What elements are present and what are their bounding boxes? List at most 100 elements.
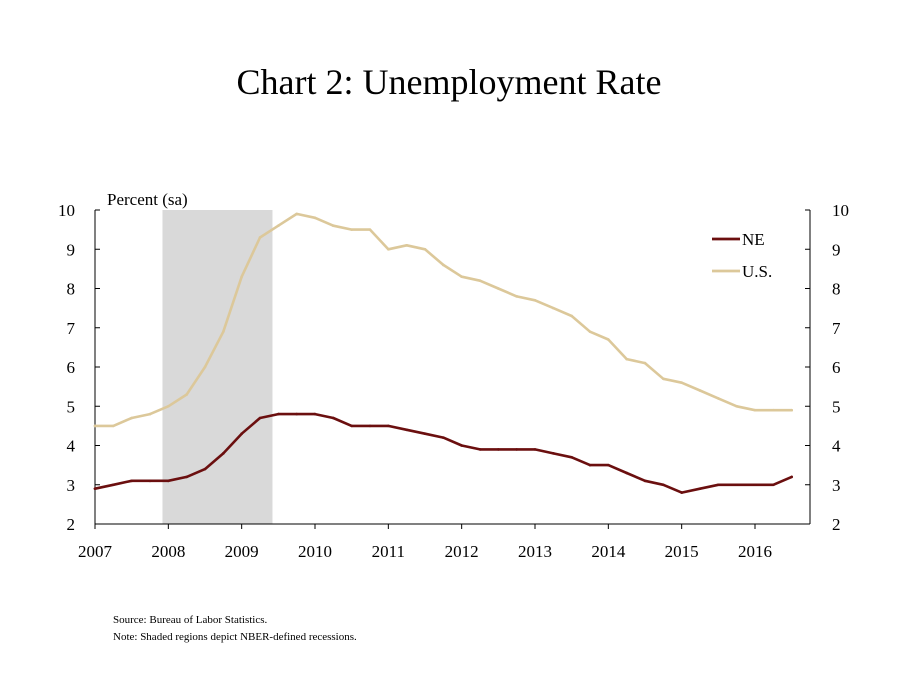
series-0-point-16 [387,424,390,428]
x-tick-label-2009: 2009 [225,542,259,561]
series-1-point-10 [277,224,280,227]
series-0-point-5 [185,475,188,479]
series-1-point-26 [570,314,573,318]
series-1-point-1 [112,424,115,428]
series-1-point-12 [313,216,317,220]
series-1-point-36 [753,408,757,412]
y-tick-label-left-3: 3 [67,476,76,495]
series-1-point-8 [240,275,243,279]
y-tick-label-right-9: 9 [832,240,841,259]
series-0-point-37 [772,483,775,487]
series-0-point-20 [460,444,463,447]
series-1-point-29 [625,357,628,361]
series-1-point-2 [130,416,133,420]
series-0-point-1 [112,483,115,487]
y-tick-label-right-5: 5 [832,397,841,416]
series-0-point-38 [790,475,793,479]
series-0-point-23 [515,448,518,451]
series-0-point-3 [148,479,152,483]
series-0-point-13 [332,416,335,420]
series-1-point-14 [350,228,353,231]
series-0-point-35 [735,483,738,487]
series-1-point-38 [790,408,793,412]
series-0-point-9 [258,416,262,420]
series-1-point-4 [167,404,170,408]
y-tick-label-right-10: 10 [832,201,849,220]
y-tick-label-right-7: 7 [832,319,841,338]
series-0-point-7 [222,452,225,455]
series-1-point-21 [478,279,482,282]
series-0-point-36 [753,483,757,487]
series-1-point-34 [717,397,720,400]
series-1-point-15 [368,228,372,231]
legend-label-0: NE [742,230,765,249]
y-tick-label-left-7: 7 [67,319,76,338]
y-tick-label-right-4: 4 [832,437,841,456]
x-tick-label-2012: 2012 [445,542,479,561]
series-1-point-0 [93,424,97,428]
series-0-point-33 [698,487,702,490]
series-1-point-17 [405,244,408,247]
series-1-point-31 [662,377,665,381]
y-tick-label-left-9: 9 [67,240,76,259]
y-tick-label-left-5: 5 [67,397,76,416]
y-axis-label: Percent (sa) [107,190,188,209]
series-1-point-13 [332,224,335,227]
series-1-point-32 [680,381,683,385]
series-0-point-10 [277,412,280,416]
series-1-point-28 [607,338,610,341]
series-0-point-31 [662,483,665,487]
x-tick-label-2014: 2014 [591,542,626,561]
series-0-point-19 [442,436,445,439]
chart-title: Chart 2: Unemployment Rate [236,62,662,102]
series-1-point-9 [258,236,262,239]
series-layer [93,212,794,494]
series-1-point-3 [148,412,152,416]
series-0-point-32 [680,491,683,494]
series-0-point-12 [313,412,317,416]
series-0-point-14 [350,424,353,428]
series-1-point-30 [643,361,647,365]
x-tick-label-2007: 2007 [78,542,113,561]
x-tick-label-2010: 2010 [298,542,332,561]
series-0-point-4 [167,479,170,483]
recession-band-0 [162,210,273,524]
series-0-point-0 [93,487,97,490]
series-0-point-28 [607,463,610,467]
series-1-point-33 [698,389,702,392]
series-1-point-22 [497,287,500,290]
series-0-point-30 [643,479,647,483]
x-tick-label-2016: 2016 [738,542,772,561]
series-0-point-26 [570,455,573,459]
series-1-point-37 [772,408,775,412]
y-tick-label-right-2: 2 [832,515,841,534]
y-tick-label-right-3: 3 [832,476,841,495]
y-tick-label-left-10: 10 [58,201,75,220]
series-1-point-7 [222,330,225,333]
y-tick-label-left-2: 2 [67,515,76,534]
series-1-point-25 [552,306,555,310]
series-0-point-22 [497,448,500,451]
y-tick-label-left-6: 6 [67,358,76,377]
series-1-point-24 [533,298,537,302]
series-0-point-11 [295,412,298,416]
axes-layer: 2 3 4 5 6 7 8 9 10 2 3 4 5 6 7 8 9 10 2007 2008 2009 2010 2011… [58,190,849,561]
y-tick-label-right-8: 8 [832,280,841,299]
series-1-point-18 [423,247,427,251]
source-note: Source: Bureau of Labor Statistics. [113,614,268,626]
recession-layer [162,210,273,524]
y-tick-label-left-4: 4 [67,437,76,456]
series-1-point-5 [185,393,188,396]
x-tick-label-2015: 2015 [665,542,699,561]
series-0-point-24 [533,448,537,451]
series-0-point-18 [423,432,427,436]
y-tick-label-left-8: 8 [67,280,76,299]
series-0-point-25 [552,452,555,455]
series-0-point-15 [368,424,372,428]
legend-label-1: U.S. [742,262,772,281]
series-0-point-8 [240,432,243,436]
legend: NE U.S. [712,230,772,281]
series-0-point-34 [717,483,720,487]
recession-note: Note: Shaded regions depict NBER-defined… [113,631,357,643]
